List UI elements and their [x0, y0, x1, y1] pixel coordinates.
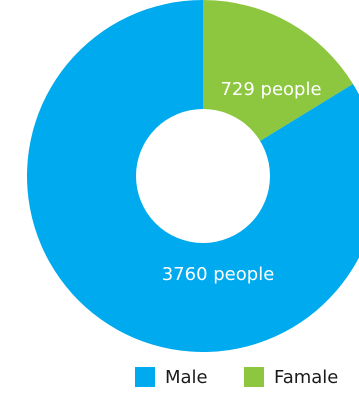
- legend-item-famale: Famale: [244, 364, 338, 390]
- legend-swatch-male: [135, 367, 155, 387]
- slice-label-famale: 729 people: [220, 79, 321, 100]
- donut-hole: [136, 109, 270, 243]
- legend-swatch-famale: [244, 367, 264, 387]
- legend-item-male: Male: [135, 364, 208, 390]
- legend-label-male: Male: [165, 366, 208, 388]
- slice-label-male: 3760 people: [162, 264, 275, 285]
- chart-legend: Male Famale: [0, 364, 359, 390]
- legend-label-famale: Famale: [274, 366, 339, 388]
